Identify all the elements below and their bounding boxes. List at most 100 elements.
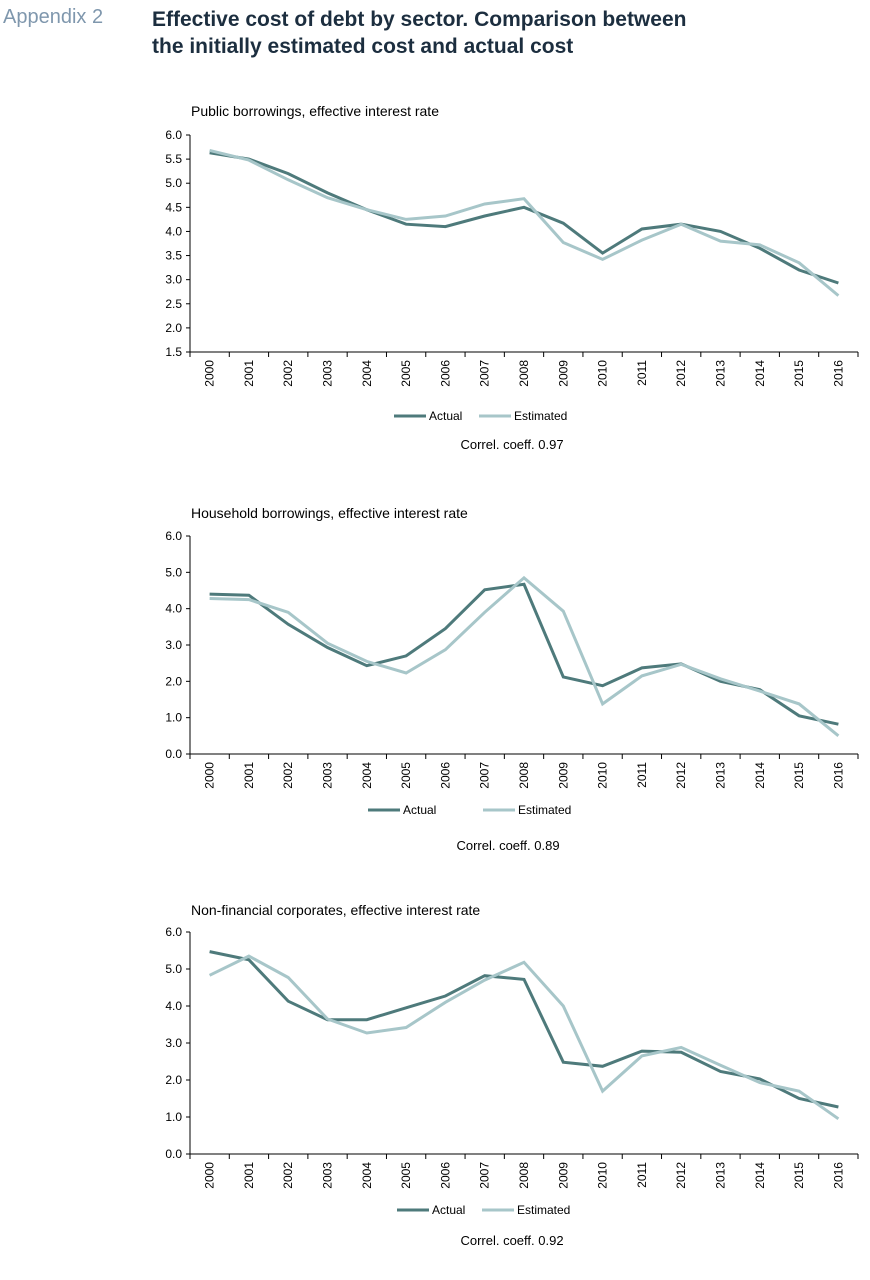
x-tick-label: 2003: [321, 762, 335, 789]
x-tick-label: 2000: [203, 360, 217, 387]
x-tick-label: 2007: [478, 360, 492, 387]
y-tick-label: 4.0: [165, 602, 182, 616]
x-tick-label: 2005: [399, 360, 413, 387]
x-tick-label: 2004: [360, 360, 374, 387]
x-tick-label: 2007: [478, 1162, 492, 1189]
x-tick-label: 2003: [321, 360, 335, 387]
correlation-note: Correl. coeff. 0.97: [460, 437, 563, 452]
chart-title: Household borrowings, effective interest…: [191, 505, 468, 521]
y-tick-label: 3.0: [165, 273, 182, 287]
x-tick-label: 2016: [831, 360, 845, 387]
legend-label-actual: Actual: [403, 803, 436, 817]
y-tick-label: 1.0: [165, 1110, 182, 1124]
x-tick-label: 2001: [242, 1162, 256, 1189]
series-line-estimated: [208, 954, 840, 1121]
legend-label-actual: Actual: [429, 409, 462, 423]
chart-svg: Non-financial corporates, effective inte…: [165, 902, 859, 1248]
chart-household-borrowings: Household borrowings, effective interest…: [0, 500, 870, 870]
y-tick-label: 5.5: [165, 152, 182, 166]
x-tick-label: 2008: [517, 762, 531, 789]
x-tick-label: 2014: [753, 1162, 767, 1189]
x-tick-label: 2012: [674, 360, 688, 387]
chart-public-borrowings: Public borrowings, effective interest ra…: [0, 98, 870, 468]
y-tick-label: 4.5: [165, 200, 182, 214]
y-tick-label: 4.0: [165, 999, 182, 1013]
y-tick-label: 5.0: [165, 565, 182, 579]
page-title: Effective cost of debt by sector. Compar…: [152, 6, 852, 60]
x-tick-label: 2007: [478, 762, 492, 789]
x-tick-label: 2002: [281, 762, 295, 789]
x-tick-label: 2015: [792, 1162, 806, 1189]
x-tick-label: 2006: [438, 360, 452, 387]
y-tick-label: 1.5: [165, 345, 182, 359]
x-tick-label: 2012: [674, 1162, 688, 1189]
y-tick-label: 5.0: [165, 176, 182, 190]
series-line-estimated: [209, 575, 840, 737]
correlation-note: Correl. coeff. 0.92: [460, 1233, 563, 1248]
y-tick-label: 2.5: [165, 297, 182, 311]
x-tick-label: 2011: [635, 1162, 649, 1188]
y-tick-label: 6.0: [165, 128, 182, 142]
series-line-actual: [209, 950, 839, 1109]
x-tick-label: 2013: [713, 360, 727, 387]
legend-label-estimated: Estimated: [517, 1203, 570, 1217]
x-tick-label: 2002: [281, 1162, 295, 1189]
y-tick-label: 0.0: [165, 747, 182, 761]
x-tick-label: 2009: [556, 762, 570, 789]
x-tick-label: 2009: [556, 1162, 570, 1189]
series-line-actual: [209, 582, 839, 726]
x-tick-label: 2011: [635, 360, 649, 386]
y-tick-label: 2.0: [165, 321, 182, 335]
x-tick-label: 2010: [596, 762, 610, 789]
legend-label-estimated: Estimated: [514, 409, 567, 423]
y-tick-label: 3.0: [165, 638, 182, 652]
x-tick-label: 2006: [438, 1162, 452, 1189]
x-tick-label: 2015: [792, 360, 806, 387]
x-tick-label: 2004: [360, 762, 374, 789]
y-tick-label: 3.5: [165, 249, 182, 263]
legend-label-actual: Actual: [432, 1203, 465, 1217]
x-tick-label: 2008: [517, 1162, 531, 1189]
page-title-line-1: Effective cost of debt by sector. Compar…: [152, 8, 687, 31]
x-tick-label: 2009: [556, 360, 570, 387]
chart-svg: Household borrowings, effective interest…: [165, 505, 859, 853]
x-tick-label: 2016: [831, 762, 845, 789]
x-tick-label: 2005: [399, 762, 413, 789]
correlation-note: Correl. coeff. 0.89: [456, 838, 559, 853]
y-tick-label: 1.0: [165, 711, 182, 725]
x-tick-label: 2013: [713, 1162, 727, 1189]
x-tick-label: 2011: [635, 762, 649, 788]
y-tick-label: 3.0: [165, 1036, 182, 1050]
x-tick-label: 2002: [281, 360, 295, 387]
x-tick-label: 2012: [674, 762, 688, 789]
appendix-label: Appendix 2: [3, 6, 104, 28]
legend-label-estimated: Estimated: [518, 803, 571, 817]
x-tick-label: 2013: [713, 762, 727, 789]
y-tick-label: 6.0: [165, 925, 182, 939]
page-title-line-2: the initially estimated cost and actual …: [152, 35, 574, 58]
x-tick-label: 2010: [596, 1162, 610, 1189]
chart-title: Non-financial corporates, effective inte…: [191, 902, 480, 918]
x-tick-label: 2001: [242, 762, 256, 789]
x-tick-label: 2005: [399, 1162, 413, 1189]
x-tick-label: 2001: [242, 360, 256, 387]
x-tick-label: 2014: [753, 762, 767, 789]
x-tick-label: 2016: [831, 1162, 845, 1189]
x-tick-label: 2014: [753, 360, 767, 387]
x-tick-label: 2015: [792, 762, 806, 789]
chart-svg: Public borrowings, effective interest ra…: [165, 103, 859, 452]
y-tick-label: 4.0: [165, 224, 182, 238]
y-tick-label: 2.0: [165, 674, 182, 688]
x-tick-label: 2003: [321, 1162, 335, 1189]
x-tick-label: 2008: [517, 360, 531, 387]
x-tick-label: 2006: [438, 762, 452, 789]
chart-title: Public borrowings, effective interest ra…: [191, 103, 439, 119]
x-tick-label: 2000: [203, 762, 217, 789]
series-line-actual: [209, 151, 839, 285]
y-tick-label: 2.0: [165, 1073, 182, 1087]
y-tick-label: 6.0: [165, 529, 182, 543]
chart-non-financial-corporates: Non-financial corporates, effective inte…: [0, 895, 870, 1265]
y-tick-label: 0.0: [165, 1147, 182, 1161]
x-tick-label: 2004: [360, 1162, 374, 1189]
y-tick-label: 5.0: [165, 962, 182, 976]
